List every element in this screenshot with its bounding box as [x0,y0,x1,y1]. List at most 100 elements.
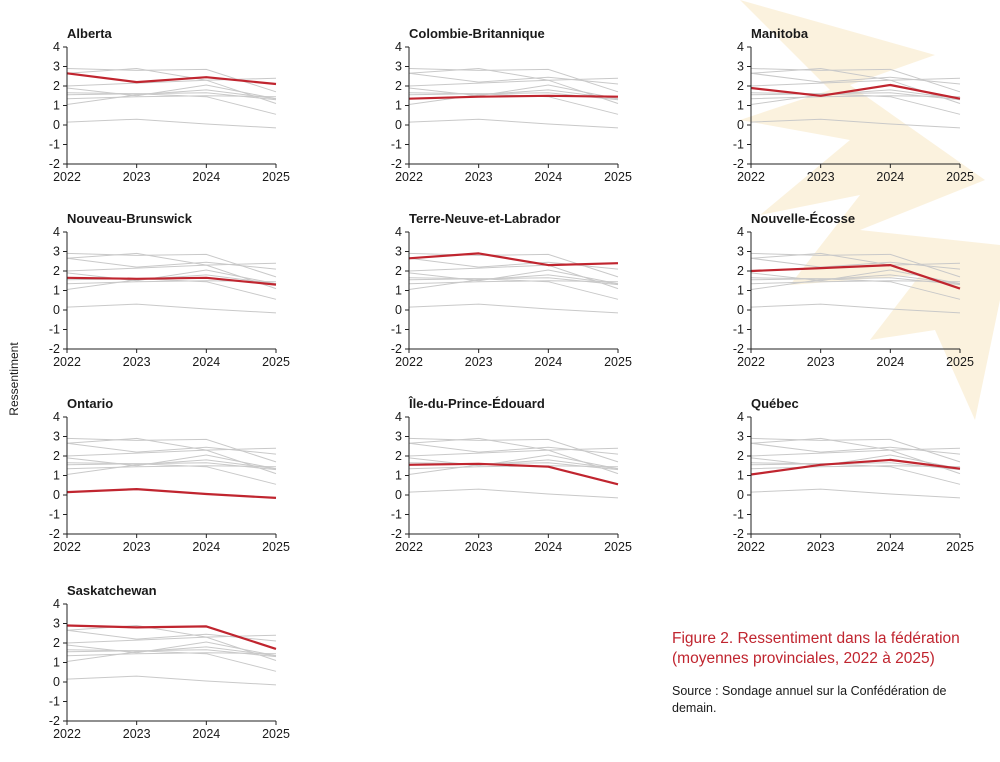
x-tick-label: 2022 [395,170,423,184]
background-series-line [66,92,277,101]
y-tick-label: 1 [395,99,402,113]
background-series-line [750,303,961,314]
y-axis-label: Ressentiment [7,342,21,416]
highlight-series-line [66,488,277,499]
y-tick-label: 0 [395,488,402,502]
background-series-line [750,437,961,451]
y-tick-label: -2 [49,342,60,356]
x-tick-label: 2023 [123,727,151,741]
background-series-line [66,437,277,463]
highlight-series-line [66,624,277,650]
background-series-line [66,79,277,104]
background-series-line [750,118,961,129]
y-tick-label: 4 [53,225,60,239]
y-tick-label: 4 [395,40,402,54]
highlight-series-line [66,72,277,86]
figure-source: Source : Sondage annuel sur la Confédéra… [672,684,947,715]
y-tick-label: -1 [733,508,744,522]
y-tick-label: -1 [49,695,60,709]
background-series-line [66,252,277,266]
x-tick-label: 2022 [737,355,765,369]
background-series-line [750,278,961,300]
background-series-line [66,646,277,662]
y-tick-label: 2 [737,79,744,93]
y-tick-label: -1 [733,138,744,152]
background-series-line [408,449,619,475]
highlight-series-line [750,264,961,290]
y-tick-label: 2 [53,449,60,463]
x-tick-label: 2022 [737,170,765,184]
y-tick-label: 4 [53,40,60,54]
y-tick-label: 0 [395,303,402,317]
x-tick-label: 2025 [946,355,974,369]
background-series-line [66,252,277,278]
background-series-line [750,437,961,463]
y-tick-label: -2 [733,342,744,356]
y-tick-label: 1 [395,284,402,298]
y-tick-label: 2 [395,264,402,278]
background-series-line [750,89,961,105]
y-tick-label: 1 [395,469,402,483]
y-tick-label: -2 [391,527,402,541]
panel-title: Nouveau-Brunswick [67,211,193,226]
y-tick-label: 1 [53,99,60,113]
background-series-line [408,278,619,300]
y-tick-label: 1 [737,469,744,483]
highlight-series-line [408,252,619,267]
y-tick-label: -2 [49,527,60,541]
y-tick-label: 4 [53,410,60,424]
x-tick-label: 2025 [262,170,290,184]
x-tick-label: 2024 [876,170,904,184]
y-tick-label: 1 [737,99,744,113]
background-series-line [408,459,619,475]
x-tick-label: 2022 [53,540,81,554]
x-tick-label: 2024 [534,170,562,184]
background-series-line [66,118,277,129]
x-tick-label: 2022 [53,727,81,741]
background-series-line [408,252,619,278]
x-tick-label: 2025 [946,540,974,554]
panel-title: Colombie-Britannique [409,26,545,41]
panel-title: Québec [751,396,799,411]
x-tick-label: 2022 [53,355,81,369]
background-series-line [750,277,961,286]
x-tick-label: 2025 [604,170,632,184]
y-tick-label: 4 [737,410,744,424]
y-tick-label: -2 [49,714,60,728]
background-series-line [66,449,277,475]
y-tick-label: 3 [737,245,744,259]
y-tick-label: 2 [395,449,402,463]
background-series-line [750,67,961,81]
x-tick-label: 2023 [465,170,493,184]
background-series-line [750,68,961,93]
x-tick-label: 2022 [53,170,81,184]
y-tick-label: 1 [53,284,60,298]
x-tick-label: 2024 [534,540,562,554]
background-series-line [408,277,619,286]
panel-title: Manitoba [751,26,809,41]
figure-title: Figure 2. Ressentiment dans la fédératio… [672,630,960,667]
y-tick-label: -1 [733,323,744,337]
background-series-line [750,92,961,101]
x-tick-label: 2024 [192,170,220,184]
background-series-line [408,264,619,290]
y-tick-label: 3 [395,60,402,74]
y-tick-label: -2 [391,342,402,356]
y-tick-label: 3 [53,430,60,444]
highlight-series-line [750,83,961,100]
y-tick-label: 1 [737,284,744,298]
x-tick-label: 2022 [737,540,765,554]
background-series-line [750,449,961,475]
y-tick-label: -2 [49,157,60,171]
panel-title: Alberta [67,26,113,41]
panel-title: Ontario [67,396,113,411]
y-tick-label: 4 [737,40,744,54]
background-series-line [408,303,619,314]
y-tick-label: 0 [53,488,60,502]
